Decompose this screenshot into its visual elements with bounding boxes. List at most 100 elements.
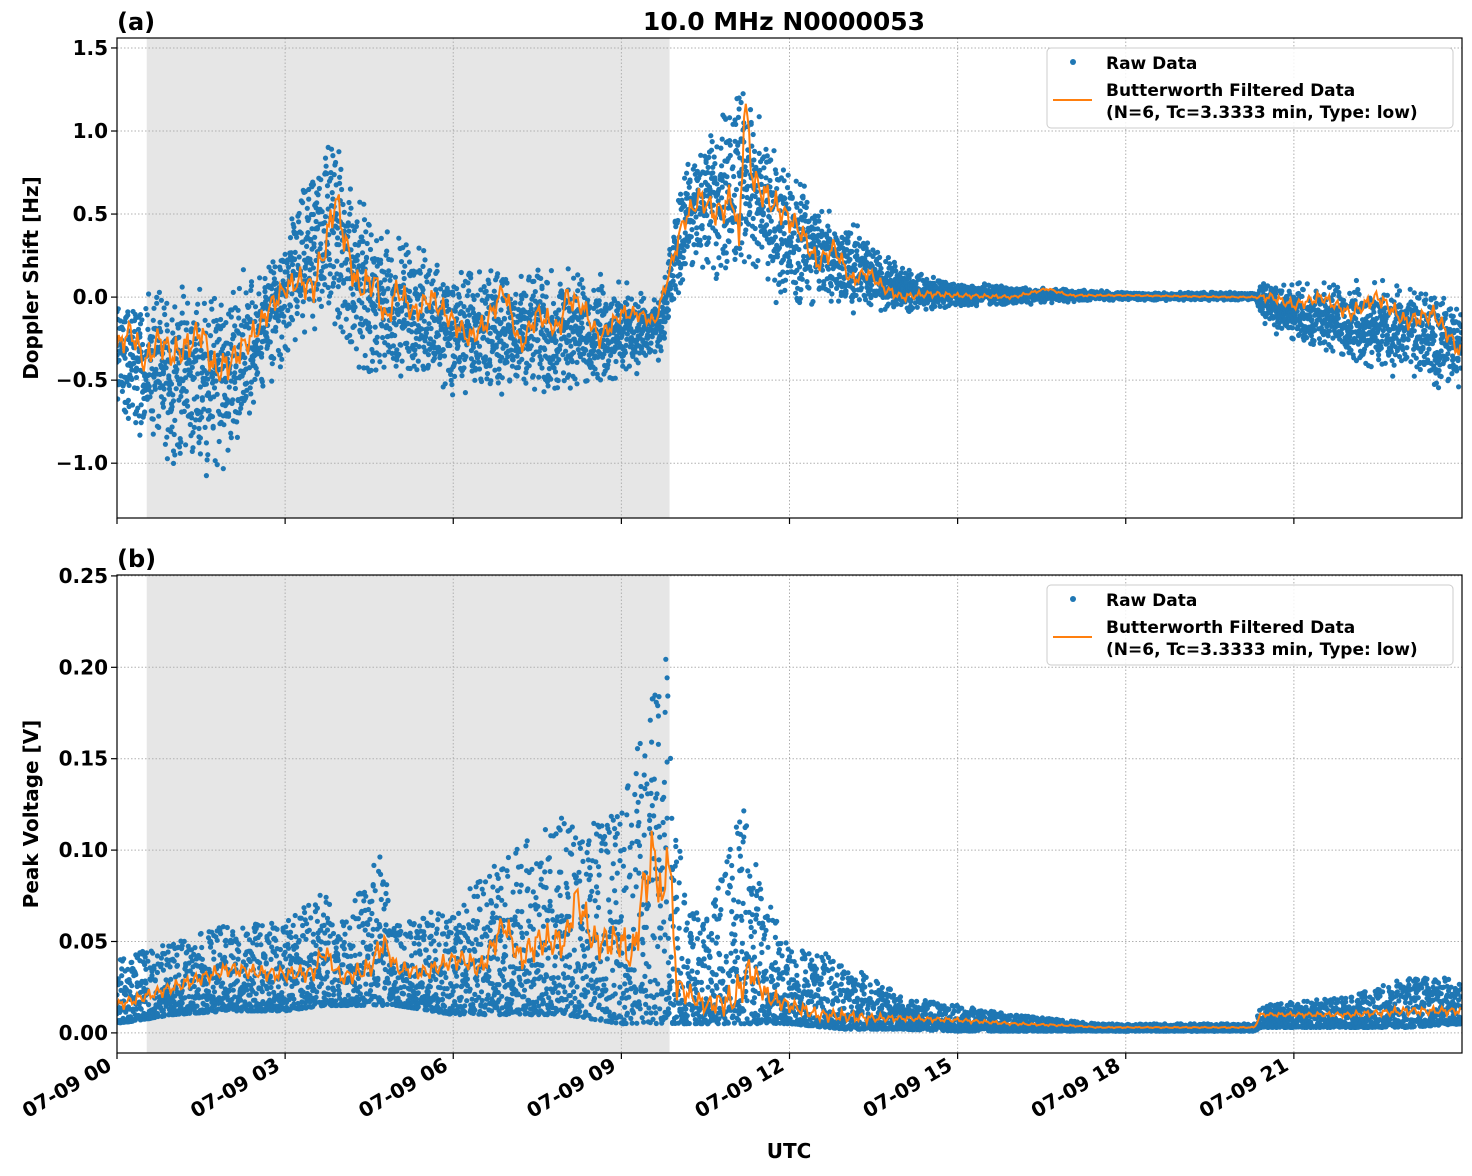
raw-data-point <box>325 194 330 199</box>
raw-data-point <box>169 381 174 386</box>
raw-data-point <box>542 347 547 352</box>
raw-data-point <box>328 290 333 295</box>
raw-data-point <box>279 357 284 362</box>
raw-data-point <box>161 405 166 410</box>
raw-data-point <box>164 435 169 440</box>
raw-data-point <box>427 268 432 273</box>
raw-data-point <box>237 286 242 291</box>
raw-data-point <box>249 279 254 284</box>
raw-data-point <box>293 337 298 342</box>
raw-data-point <box>798 287 803 292</box>
raw-data-point <box>465 280 470 285</box>
raw-data-point <box>360 334 365 339</box>
raw-data-point <box>591 288 596 293</box>
raw-data-point <box>575 272 580 277</box>
raw-data-point <box>486 281 491 286</box>
raw-data-point <box>737 95 742 100</box>
raw-data-point <box>693 250 698 255</box>
raw-data-point <box>498 307 503 312</box>
raw-data-point <box>338 324 343 329</box>
raw-data-point <box>426 363 431 368</box>
raw-data-point <box>556 357 561 362</box>
raw-data-point <box>730 164 735 169</box>
raw-data-point <box>344 317 349 322</box>
raw-data-point <box>424 279 429 284</box>
raw-data-point <box>579 320 584 325</box>
raw-data-point <box>476 360 481 365</box>
raw-data-point <box>886 302 891 307</box>
raw-data-point <box>735 151 740 156</box>
raw-data-point <box>170 424 175 429</box>
raw-data-point <box>373 325 378 330</box>
raw-data-point <box>138 312 143 317</box>
raw-data-point <box>394 347 399 352</box>
raw-data-point <box>782 288 787 293</box>
raw-data-point <box>797 264 802 269</box>
raw-data-point <box>382 353 387 358</box>
raw-data-point <box>523 381 528 386</box>
raw-data-point <box>681 248 686 253</box>
raw-data-point <box>327 257 332 262</box>
raw-data-point <box>774 171 779 176</box>
raw-data-point <box>723 265 728 270</box>
raw-data-point <box>244 290 249 295</box>
raw-data-point <box>887 261 892 266</box>
raw-data-point <box>455 343 460 348</box>
raw-data-point <box>231 290 236 295</box>
raw-data-point <box>334 259 339 264</box>
raw-data-point <box>317 186 322 191</box>
raw-data-point <box>367 324 372 329</box>
raw-data-point <box>115 396 120 401</box>
raw-data-point <box>580 285 585 290</box>
raw-data-point <box>145 327 150 332</box>
raw-data-point <box>406 250 411 255</box>
raw-data-point <box>251 400 256 405</box>
raw-data-point <box>575 288 580 293</box>
raw-data-point <box>616 279 621 284</box>
raw-data-point <box>553 369 558 374</box>
raw-data-point <box>270 361 275 366</box>
raw-data-point <box>283 252 288 257</box>
raw-data-point <box>184 327 189 332</box>
raw-data-point <box>357 365 362 370</box>
raw-data-point <box>396 236 401 241</box>
raw-data-point <box>541 389 546 394</box>
raw-data-point <box>164 301 169 306</box>
raw-data-point <box>271 356 276 361</box>
raw-data-point <box>192 375 197 380</box>
raw-data-point <box>360 250 365 255</box>
raw-data-point <box>299 231 304 236</box>
raw-data-point <box>714 241 719 246</box>
raw-data-point <box>450 392 455 397</box>
raw-data-point <box>747 210 752 215</box>
raw-data-point <box>426 321 431 326</box>
raw-data-point <box>393 275 398 280</box>
raw-data-point <box>363 229 368 234</box>
raw-data-point <box>663 275 668 280</box>
raw-data-point <box>435 269 440 274</box>
raw-data-point <box>337 311 342 316</box>
raw-data-point <box>761 165 766 170</box>
raw-data-point <box>919 272 924 277</box>
raw-data-point <box>680 277 685 282</box>
raw-data-point <box>451 292 456 297</box>
raw-data-point <box>804 279 809 284</box>
raw-data-point <box>134 375 139 380</box>
raw-data-point <box>130 402 135 407</box>
raw-data-point <box>743 227 748 232</box>
raw-data-point <box>706 240 711 245</box>
raw-data-point <box>145 312 150 317</box>
raw-data-point <box>572 376 577 381</box>
raw-data-point <box>282 304 287 309</box>
raw-data-point <box>312 326 317 331</box>
raw-data-point <box>165 456 170 461</box>
raw-data-point <box>625 331 630 336</box>
raw-data-point <box>250 300 255 305</box>
raw-data-point <box>359 316 364 321</box>
raw-data-point <box>180 284 185 289</box>
raw-data-point <box>293 250 298 255</box>
raw-data-point <box>233 386 238 391</box>
raw-data-point <box>698 238 703 243</box>
raw-data-point <box>281 314 286 319</box>
raw-data-point <box>689 227 694 232</box>
